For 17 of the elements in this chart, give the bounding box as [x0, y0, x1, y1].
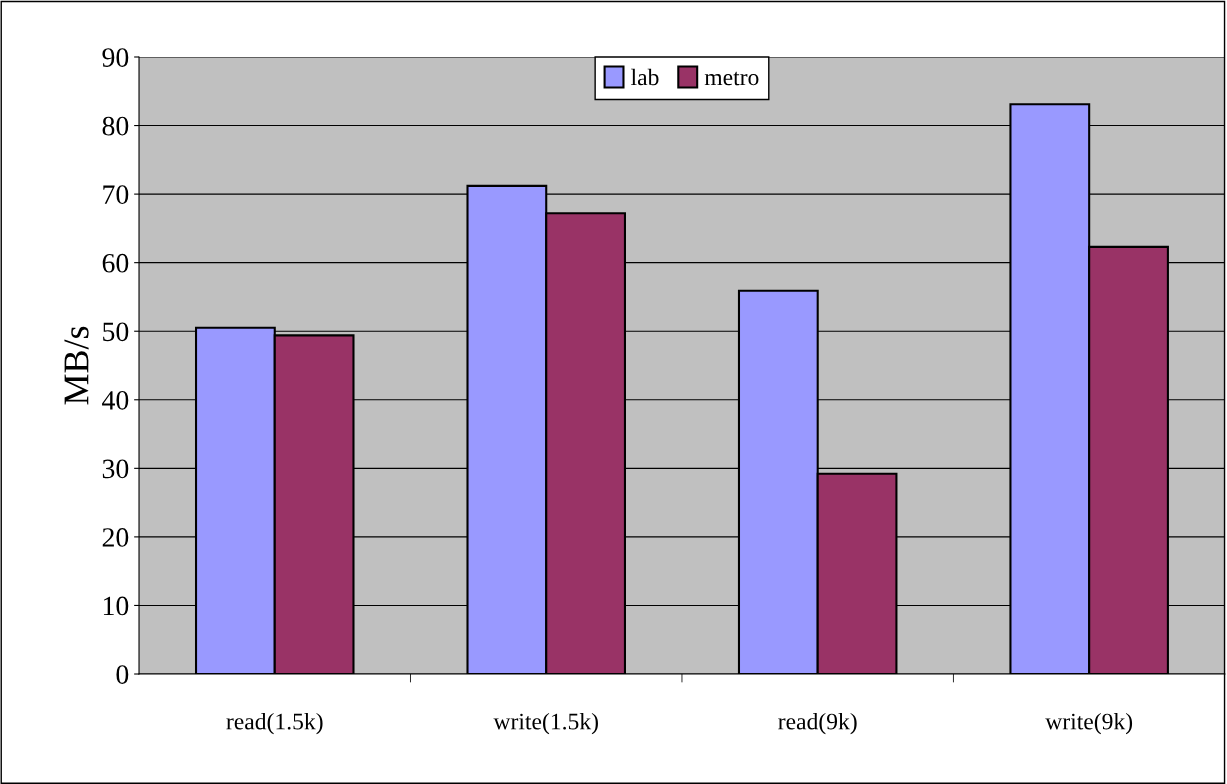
y-axis-title: MB/s [64, 326, 89, 405]
x-tick-label: read(9k) [778, 712, 857, 735]
x-tick-label: write(1.5k) [493, 712, 598, 735]
y-tick-label: 0 [116, 665, 129, 684]
y-tick-label: 50 [103, 322, 129, 342]
y-tick-label: 80 [102, 116, 129, 136]
y-tick-label: 90 [102, 48, 129, 67]
y-tick-label: 60 [102, 253, 129, 273]
y-tick-label: 20 [102, 528, 129, 547]
y-tick-label: 70 [103, 185, 129, 205]
y-tick-label: 10 [103, 596, 129, 616]
legend-label: lab [631, 68, 659, 86]
y-tick-label: 40 [102, 390, 129, 410]
legend-label: metro [704, 71, 759, 86]
x-tick-label: write(9k) [1045, 712, 1133, 735]
x-tick-label: read(1.5k) [226, 712, 323, 735]
y-tick-label: 30 [102, 459, 129, 479]
